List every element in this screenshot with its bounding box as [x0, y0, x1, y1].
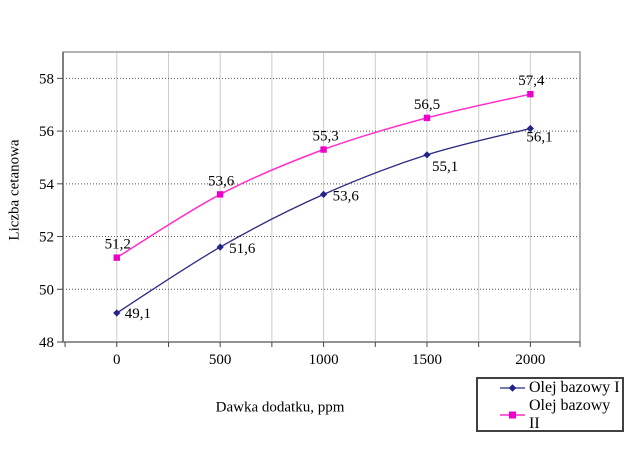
x-tick-label: 0	[113, 352, 121, 368]
data-point-label-olej-bazowy-i: 53,6	[333, 188, 360, 204]
data-point-marker-olej-bazowy-ii	[527, 90, 534, 98]
data-point-label-olej-bazowy-ii: 51,2	[105, 237, 131, 253]
y-tick-label: 48	[39, 335, 54, 351]
data-point-label-olej-bazowy-i: 51,6	[229, 241, 256, 257]
y-tick-label: 54	[39, 177, 55, 193]
data-point-label-olej-bazowy-i: 55,1	[432, 159, 458, 175]
data-point-label-olej-bazowy-ii: 56,5	[414, 97, 440, 113]
legend-label: Olej bazowy II	[529, 397, 611, 432]
y-axis-title: Liczba cetanowa	[6, 139, 23, 241]
legend-marker-diamond-icon	[500, 384, 525, 392]
data-point-marker-olej-bazowy-ii	[216, 191, 224, 198]
legend-label: Olej bazowy I	[529, 379, 620, 396]
legend-marker-square-icon	[500, 411, 525, 419]
y-tick-label: 50	[39, 282, 54, 298]
data-point-label-olej-bazowy-i: 56,1	[526, 129, 552, 145]
legend-item-olej-bazowy-ii: Olej bazowy II	[499, 397, 622, 433]
data-point-label-olej-bazowy-ii: 57,4	[518, 73, 545, 89]
legend-box: Olej bazowy I Olej bazowy II	[476, 377, 624, 432]
y-tick-label: 58	[39, 71, 54, 87]
data-point-marker-olej-bazowy-i	[216, 243, 224, 251]
data-point-marker-olej-bazowy-ii	[320, 146, 327, 153]
x-tick-label: 1500	[412, 352, 442, 368]
x-tick-label: 2000	[515, 352, 545, 368]
legend-item-olej-bazowy-i: Olej bazowy I	[499, 379, 622, 397]
data-point-label-olej-bazowy-i: 49,1	[125, 306, 151, 322]
y-tick-label: 56	[39, 124, 55, 140]
data-point-marker-olej-bazowy-i	[526, 124, 534, 133]
x-tick-label: 1000	[309, 352, 339, 368]
data-point-marker-olej-bazowy-i	[319, 190, 328, 198]
plot-border	[62, 51, 581, 343]
data-point-marker-olej-bazowy-ii	[113, 254, 120, 261]
data-point-marker-olej-bazowy-ii	[423, 114, 431, 122]
data-point-label-olej-bazowy-ii: 55,3	[312, 129, 338, 145]
x-axis-title: Dawka dodatku, ppm	[215, 399, 345, 416]
data-point-label-olej-bazowy-ii: 53,6	[208, 173, 235, 189]
data-point-marker-olej-bazowy-i	[113, 309, 121, 317]
x-tick-label: 500	[209, 352, 232, 368]
y-tick-label: 52	[39, 230, 54, 246]
data-point-marker-olej-bazowy-i	[423, 151, 431, 159]
